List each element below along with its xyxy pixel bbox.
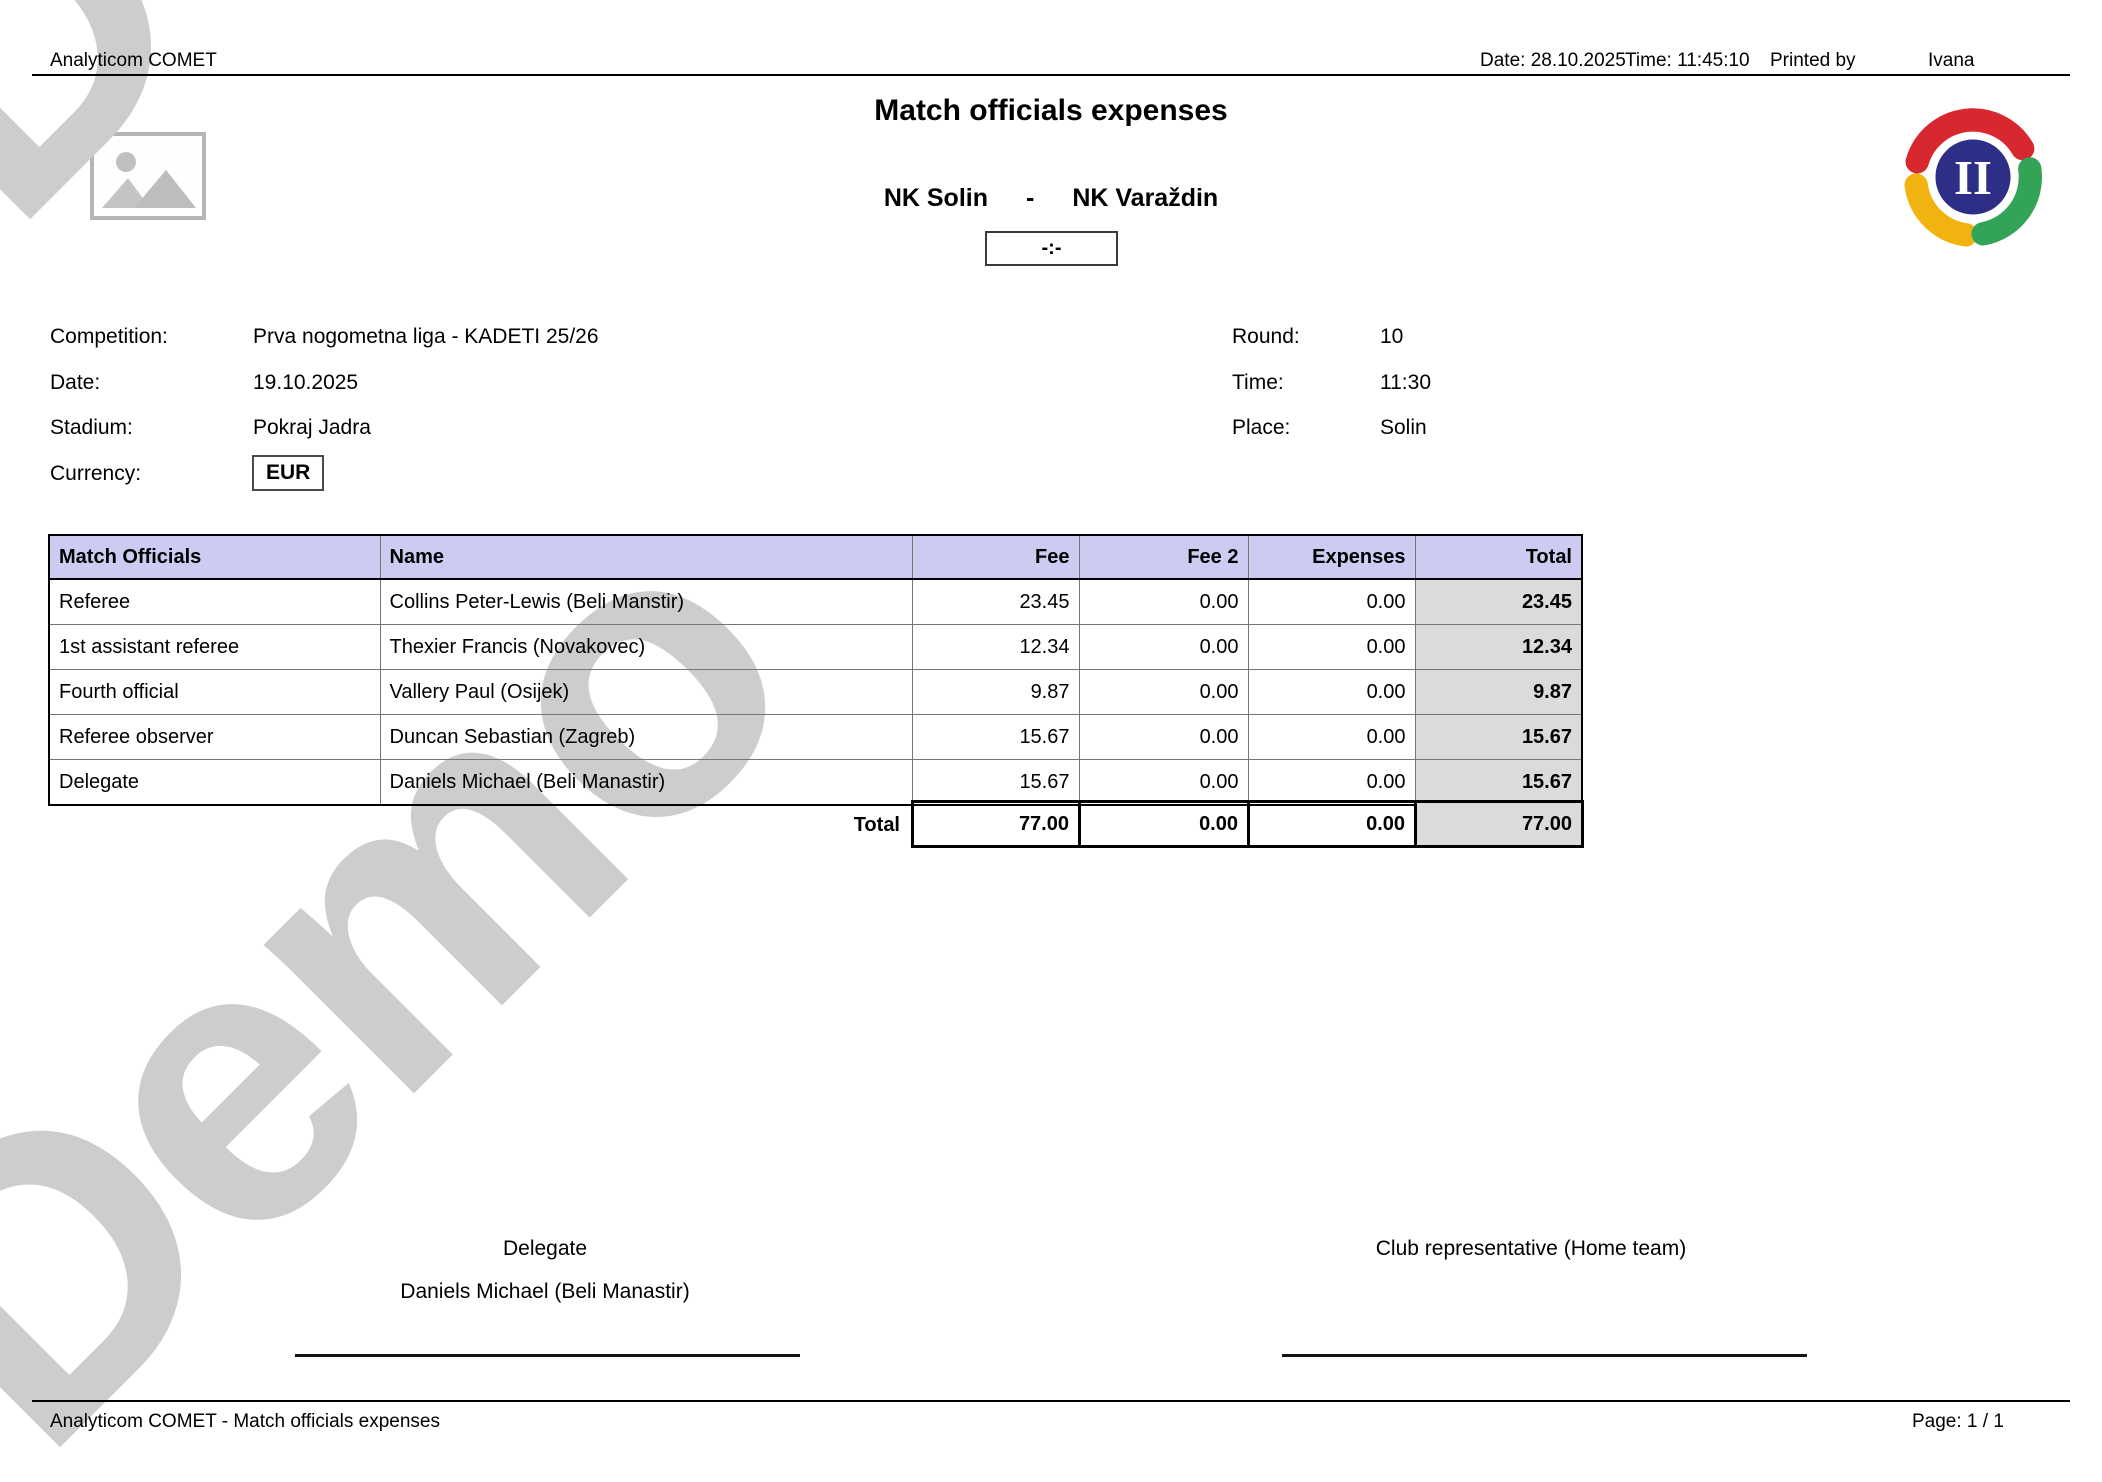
total-value: 15.67 bbox=[1414, 714, 1583, 760]
total-value: 23.45 bbox=[1414, 578, 1583, 625]
footer-title: Analyticom COMET - Match officials expen… bbox=[50, 1411, 440, 1432]
table-row: Fourth official Vallery Paul (Osijek) 9.… bbox=[48, 669, 1583, 715]
footer-rule bbox=[32, 1400, 2070, 1402]
official-name: Collins Peter-Lewis (Beli Manstir) bbox=[379, 578, 913, 625]
total-grand: 77.00 bbox=[1414, 800, 1584, 848]
total-expenses: 0.00 bbox=[1247, 800, 1417, 848]
expenses-value: 0.00 bbox=[1247, 578, 1416, 625]
app-title: Analyticom COMET bbox=[50, 50, 217, 71]
score-placeholder: -:- bbox=[1041, 237, 1062, 259]
official-role: 1st assistant referee bbox=[48, 624, 381, 670]
official-role: Referee bbox=[48, 578, 381, 625]
fee2-value: 0.00 bbox=[1078, 714, 1249, 760]
logo-monogram: II bbox=[1954, 151, 1992, 205]
printed-by-label: Printed by bbox=[1770, 50, 1856, 71]
image-placeholder-icon bbox=[90, 132, 206, 225]
signature-line-left bbox=[295, 1354, 800, 1357]
official-role: Delegate bbox=[48, 759, 381, 806]
fee-value: 15.67 bbox=[911, 714, 1080, 760]
printed-by-name: Ivana bbox=[1928, 50, 1975, 71]
kickoff-time-label: Time: bbox=[1232, 371, 1284, 394]
teams-separator: - bbox=[1025, 184, 1035, 212]
away-team: NK Varaždin bbox=[1072, 184, 1219, 212]
kickoff-time-value: 11:30 bbox=[1380, 371, 1431, 394]
competition-value: Prva nogometna liga - KADETI 25/26 bbox=[253, 325, 599, 348]
page-number: Page: 1 / 1 bbox=[1912, 1411, 2004, 1432]
official-name: Thexier Francis (Novakovec) bbox=[379, 624, 913, 670]
page-title: Match officials expenses bbox=[874, 94, 1228, 127]
match-date-value: 19.10.2025 bbox=[253, 371, 359, 394]
expenses-value: 0.00 bbox=[1247, 759, 1416, 806]
total-value: 15.67 bbox=[1414, 759, 1583, 806]
total-fee2: 0.00 bbox=[1078, 800, 1250, 848]
total-value: 12.34 bbox=[1414, 624, 1583, 670]
expenses-value: 0.00 bbox=[1247, 669, 1416, 715]
col-fee2: Fee 2 bbox=[1078, 534, 1249, 580]
official-role: Fourth official bbox=[48, 669, 381, 715]
fee-value: 12.34 bbox=[911, 624, 1080, 670]
currency-box: EUR bbox=[252, 455, 325, 491]
col-expenses: Expenses bbox=[1247, 534, 1416, 580]
table-row: Referee observer Duncan Sebastian (Zagre… bbox=[48, 714, 1583, 760]
fee-value: 15.67 bbox=[911, 759, 1080, 806]
total-value: 9.87 bbox=[1414, 669, 1583, 715]
stadium-label: Stadium: bbox=[50, 416, 133, 439]
expenses-value: 0.00 bbox=[1247, 624, 1416, 670]
fee2-value: 0.00 bbox=[1078, 624, 1249, 670]
round-value: 10 bbox=[1380, 325, 1404, 348]
totals-row: 77.00 0.00 0.00 77.00 bbox=[911, 800, 1584, 848]
stadium-value: Pokraj Jadra bbox=[253, 416, 371, 439]
official-name: Duncan Sebastian (Zagreb) bbox=[379, 714, 913, 760]
table-row: Referee Collins Peter-Lewis (Beli Mansti… bbox=[48, 578, 1583, 625]
table-row: Delegate Daniels Michael (Beli Manastir)… bbox=[48, 759, 1583, 806]
fee2-value: 0.00 bbox=[1078, 669, 1249, 715]
total-label: Total bbox=[853, 814, 900, 836]
fee-value: 23.45 bbox=[911, 578, 1080, 625]
print-date: Date: 28.10.2025 bbox=[1480, 50, 1626, 71]
round-label: Round: bbox=[1232, 325, 1300, 348]
table-header-row: Match Officials Name Fee Fee 2 Expenses … bbox=[48, 534, 1583, 580]
table-row: 1st assistant referee Thexier Francis (N… bbox=[48, 624, 1583, 670]
fee2-value: 0.00 bbox=[1078, 759, 1249, 806]
signature-left-role: Delegate bbox=[502, 1237, 588, 1260]
expenses-value: 0.00 bbox=[1247, 714, 1416, 760]
officials-table: Match Officials Name Fee Fee 2 Expenses … bbox=[48, 534, 1583, 806]
place-value: Solin bbox=[1380, 416, 1427, 439]
col-match-officials: Match Officials bbox=[48, 534, 381, 580]
fee-value: 9.87 bbox=[911, 669, 1080, 715]
col-fee: Fee bbox=[911, 534, 1080, 580]
fee2-value: 0.00 bbox=[1078, 578, 1249, 625]
score-box: -:- bbox=[985, 231, 1118, 266]
currency-label: Currency: bbox=[50, 462, 142, 485]
currency-value: EUR bbox=[266, 461, 311, 484]
place-label: Place: bbox=[1232, 416, 1291, 439]
club-logo-icon: II bbox=[1900, 106, 2046, 253]
competition-label: Competition: bbox=[50, 325, 168, 348]
official-name: Daniels Michael (Beli Manastir) bbox=[379, 759, 913, 806]
header-rule bbox=[32, 74, 2070, 76]
official-role: Referee observer bbox=[48, 714, 381, 760]
signature-line-right bbox=[1282, 1354, 1807, 1357]
signature-right-role: Club representative (Home team) bbox=[1375, 1237, 1687, 1260]
total-fee: 77.00 bbox=[911, 800, 1081, 848]
signature-left-name: Daniels Michael (Beli Manastir) bbox=[400, 1280, 690, 1303]
print-time: Time: 11:45:10 bbox=[1625, 50, 1750, 71]
home-team: NK Solin bbox=[883, 184, 988, 212]
col-name: Name bbox=[379, 534, 913, 580]
col-total: Total bbox=[1414, 534, 1583, 580]
match-teams: NK Solin - NK Varaždin bbox=[0, 184, 2102, 213]
official-name: Vallery Paul (Osijek) bbox=[379, 669, 913, 715]
match-date-label: Date: bbox=[50, 371, 101, 394]
